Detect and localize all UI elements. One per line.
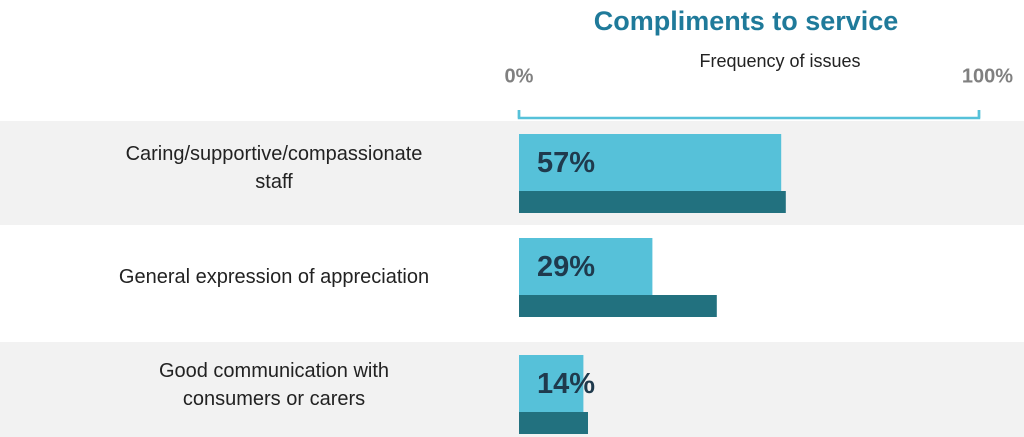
x-axis-line [517, 110, 981, 120]
category-label: Good communication with consumers or car… [158, 359, 390, 410]
category-label: Caring/supportive/compassionate staff [125, 143, 423, 193]
bar [519, 355, 584, 412]
bar [519, 238, 653, 295]
bar [519, 191, 786, 213]
rows [0, 121, 1024, 437]
chart-title: Compliments to service [594, 6, 899, 36]
value-label: 14% [537, 368, 595, 400]
value-label: 29% [537, 251, 595, 283]
row-band [0, 225, 1024, 339]
bar [519, 295, 717, 317]
row-band [0, 121, 1024, 225]
row-band [0, 342, 1024, 437]
category-label: General expression of appreciation [118, 266, 430, 288]
x-tick-label: 0% [505, 65, 534, 87]
bar [519, 134, 782, 191]
value-label: 57% [537, 147, 595, 179]
x-tick-label: 100% [962, 65, 1013, 87]
x-axis-label: Frequency of issues [699, 51, 860, 71]
bar [519, 412, 588, 434]
